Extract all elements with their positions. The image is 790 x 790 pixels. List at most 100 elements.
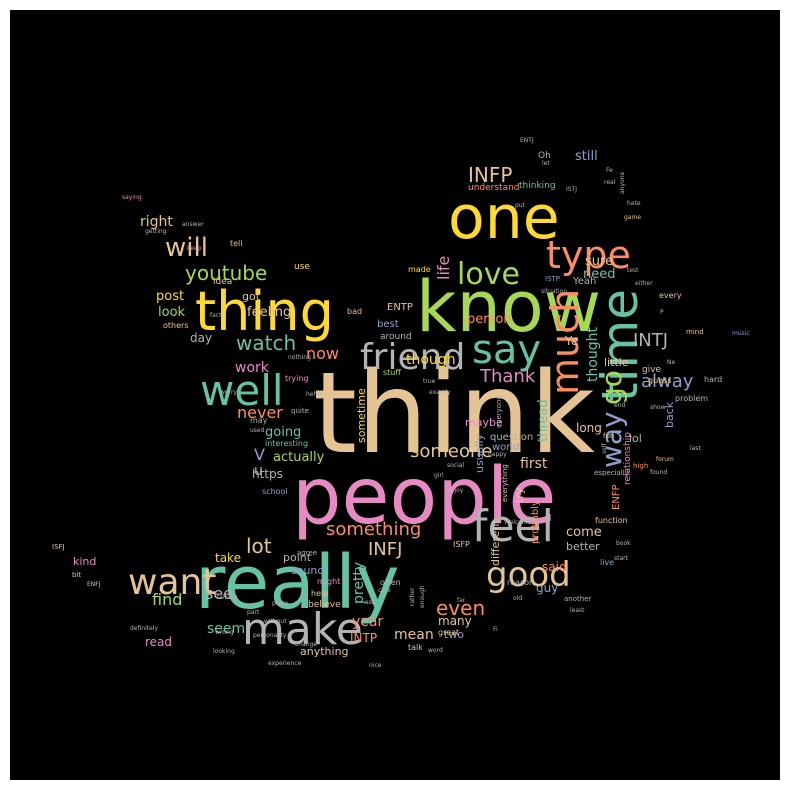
word: actually [273,450,325,465]
word: life [434,255,453,280]
word: ENFP [611,484,622,510]
word: great [438,628,460,637]
word: part [247,609,260,616]
word: use [294,262,310,272]
word: test [627,267,639,274]
word: real [604,179,616,186]
word: forum [656,456,674,463]
word: least [570,607,585,614]
word: feeling [247,305,292,320]
word: nothing [288,354,311,361]
word: work [235,360,269,376]
word: different [489,519,502,566]
word: anything [300,645,349,658]
word: live [600,558,615,567]
word: without [264,618,287,625]
word: really [195,540,400,626]
word: help [311,589,329,598]
word: thread [536,399,551,442]
word: answer [182,221,204,228]
word: never [237,403,283,422]
word: place [272,600,289,607]
word: got [242,290,261,303]
word: read [145,635,173,649]
word: ISTJ [566,186,578,193]
word: ENTP [387,302,413,313]
word: two [444,628,465,641]
word: worry [220,389,237,396]
word: find [152,590,183,609]
word: problem [675,394,709,403]
word: nice [369,662,382,669]
word: long [576,421,602,435]
word: every [659,291,682,300]
word: thing [195,280,334,343]
word: INTJ [633,330,669,351]
word: people [292,452,557,542]
word: school [262,487,288,496]
word: ISTP [545,275,561,283]
word: person [467,312,512,327]
word: ENFJ [87,581,101,588]
word: used [250,427,265,434]
word: wrong [215,629,234,636]
word: Ye [565,334,579,348]
word: sure [585,254,614,269]
word: mean [394,627,434,643]
word: will [165,233,208,263]
word: question [490,432,534,443]
word: try [513,487,526,503]
word: agree [297,549,318,557]
word: function [595,516,628,525]
word: happy [488,451,507,458]
word: Oh [538,151,551,161]
word: pretty [351,561,367,604]
word: keep [187,245,202,252]
word: post [156,289,185,304]
word: experience [268,660,302,667]
word: book [616,540,631,547]
word: enough [419,585,426,608]
word: exactly [429,389,451,396]
word: INFP [468,163,513,187]
word: hard [704,375,723,384]
word: change [295,641,318,648]
word: ask [365,599,376,606]
word: ISFP [453,540,470,549]
word: understand [468,183,520,193]
word: self [601,443,608,454]
word: someone [410,441,493,462]
word: reason [507,578,535,587]
word: give [642,365,662,375]
word: look [158,305,186,320]
word: something [326,519,422,540]
word: little [604,356,629,369]
word: fun [603,432,615,440]
word: show [650,404,666,411]
word: seem [207,621,246,637]
word: bit [72,571,82,579]
word: better [566,540,600,553]
word: INTP [350,631,378,645]
word: well [200,366,284,415]
word: social [447,462,465,469]
word-cloud: think people really know one thing time … [10,10,780,780]
word: Ne [667,359,676,366]
word: idea [213,277,233,287]
word: fact [210,312,222,319]
word: personality [253,632,287,639]
word: u [254,463,263,479]
word: often [380,578,401,587]
word: around [380,332,412,342]
word: either [635,280,653,287]
word: everything [501,464,509,502]
word: right [140,214,173,230]
word: situation [541,288,568,295]
word: quite [291,407,309,415]
word: let [542,160,550,167]
word: V [254,445,265,464]
word: love [457,257,520,292]
word: care [378,587,392,594]
word: usually [473,433,486,473]
word: Thank [480,366,536,387]
